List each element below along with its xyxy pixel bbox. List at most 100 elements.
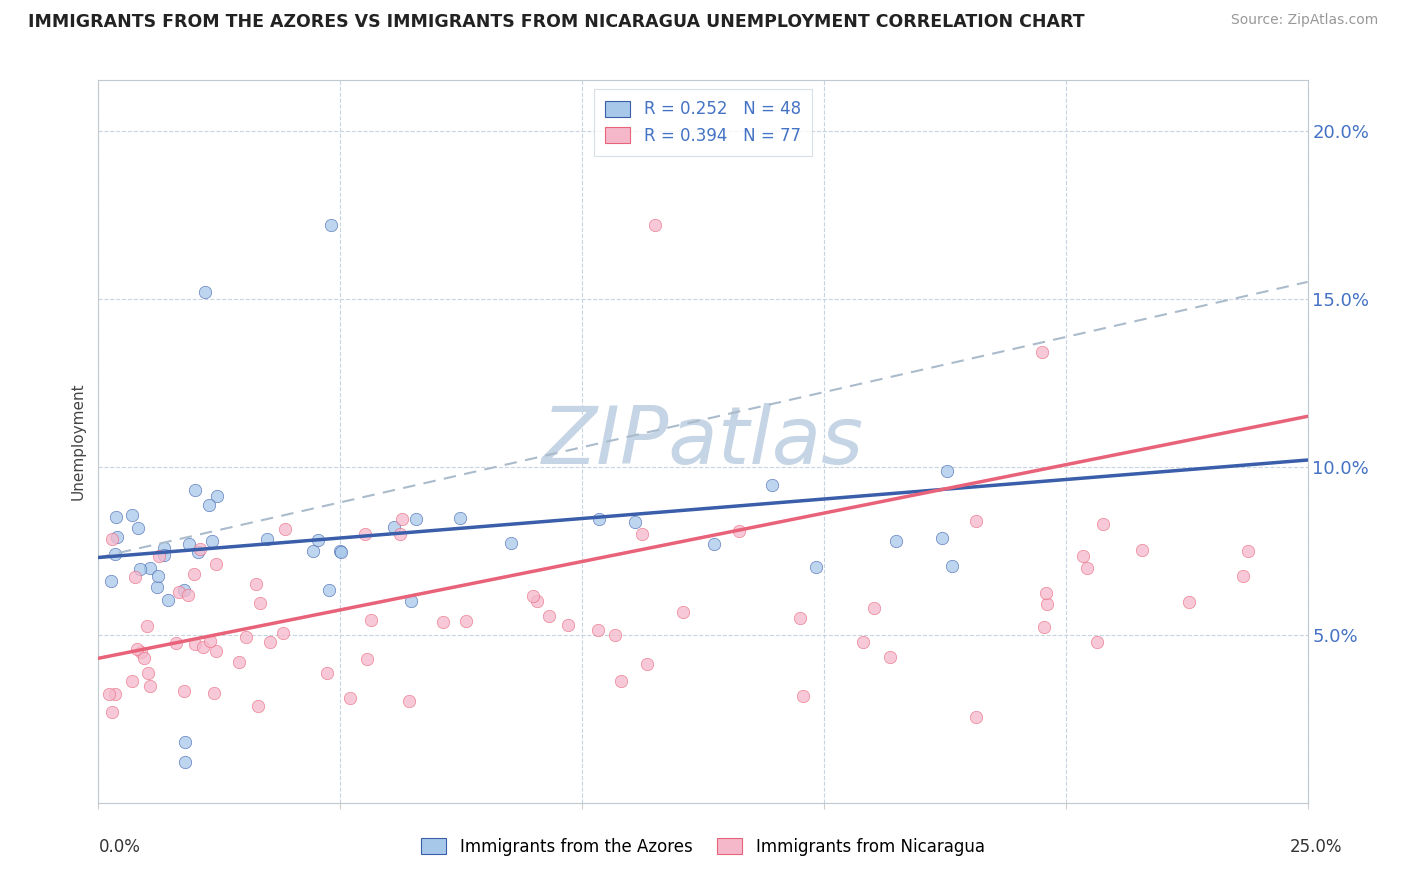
Point bbox=[391, 512, 413, 526]
Point bbox=[354, 527, 377, 541]
Point bbox=[965, 710, 987, 724]
Point bbox=[389, 527, 412, 541]
Point bbox=[188, 541, 211, 556]
Point bbox=[382, 519, 405, 533]
Point bbox=[356, 652, 378, 666]
Point bbox=[173, 583, 195, 598]
Y-axis label: Unemployment: Unemployment bbox=[70, 383, 86, 500]
Point bbox=[852, 635, 875, 649]
Point bbox=[183, 637, 205, 651]
Point bbox=[630, 526, 652, 541]
Point bbox=[449, 510, 471, 524]
Point bbox=[127, 521, 149, 535]
Point bbox=[121, 673, 143, 688]
Point bbox=[205, 489, 228, 503]
Point bbox=[319, 218, 342, 232]
Point bbox=[271, 626, 294, 640]
Point bbox=[936, 464, 959, 478]
Point bbox=[307, 533, 329, 547]
Point bbox=[153, 541, 176, 555]
Point bbox=[789, 611, 811, 625]
Point bbox=[129, 644, 152, 658]
Point bbox=[104, 687, 127, 701]
Point bbox=[605, 628, 627, 642]
Point bbox=[100, 705, 122, 719]
Point bbox=[965, 515, 987, 529]
Point bbox=[405, 512, 427, 526]
Point bbox=[201, 533, 224, 548]
Point bbox=[588, 512, 610, 526]
Point bbox=[360, 613, 382, 627]
Point bbox=[931, 531, 953, 545]
Point bbox=[537, 609, 560, 624]
Point bbox=[761, 477, 783, 491]
Point bbox=[202, 686, 225, 700]
Point bbox=[398, 694, 420, 708]
Point bbox=[610, 674, 633, 689]
Point bbox=[101, 532, 124, 546]
Point bbox=[148, 549, 170, 563]
Point bbox=[329, 544, 352, 558]
Point bbox=[623, 515, 645, 529]
Point bbox=[228, 655, 250, 669]
Point bbox=[792, 689, 814, 703]
Point bbox=[273, 522, 295, 536]
Text: Source: ZipAtlas.com: Source: ZipAtlas.com bbox=[1230, 13, 1378, 28]
Point bbox=[125, 641, 148, 656]
Point bbox=[1177, 594, 1199, 608]
Point bbox=[138, 679, 160, 693]
Point bbox=[316, 666, 339, 681]
Point bbox=[173, 684, 195, 698]
Point bbox=[1033, 620, 1056, 634]
Point bbox=[672, 605, 695, 619]
Point bbox=[1130, 542, 1153, 557]
Point bbox=[129, 562, 152, 576]
Point bbox=[804, 559, 827, 574]
Point bbox=[941, 558, 963, 573]
Point bbox=[121, 508, 143, 522]
Point bbox=[432, 615, 454, 629]
Point bbox=[186, 545, 208, 559]
Point bbox=[146, 580, 169, 594]
Point bbox=[165, 635, 187, 649]
Point bbox=[205, 557, 228, 571]
Point bbox=[259, 635, 281, 649]
Point bbox=[136, 665, 159, 680]
Point bbox=[526, 594, 548, 608]
Point bbox=[198, 499, 221, 513]
Point bbox=[302, 544, 325, 558]
Point bbox=[105, 530, 128, 544]
Point bbox=[152, 548, 174, 562]
Point bbox=[1092, 516, 1115, 531]
Point bbox=[884, 533, 907, 548]
Point bbox=[100, 574, 122, 588]
Point bbox=[586, 623, 609, 637]
Point bbox=[183, 567, 205, 582]
Point bbox=[1085, 635, 1108, 649]
Point bbox=[256, 533, 278, 547]
Point bbox=[728, 524, 751, 538]
Point bbox=[339, 691, 361, 706]
Point bbox=[557, 617, 579, 632]
Point bbox=[246, 698, 269, 713]
Point bbox=[235, 630, 257, 644]
Point bbox=[318, 583, 340, 598]
Point bbox=[454, 614, 477, 628]
Point bbox=[204, 643, 226, 657]
Text: 0.0%: 0.0% bbox=[98, 838, 141, 855]
Point bbox=[98, 687, 121, 701]
Point bbox=[184, 483, 207, 498]
Point bbox=[636, 657, 658, 672]
Point bbox=[156, 593, 179, 607]
Point bbox=[135, 619, 157, 633]
Point bbox=[863, 600, 886, 615]
Point bbox=[399, 594, 422, 608]
Point bbox=[105, 510, 128, 524]
Point bbox=[522, 589, 544, 603]
Point bbox=[1031, 345, 1053, 359]
Point bbox=[169, 584, 191, 599]
Point bbox=[174, 735, 197, 749]
Point bbox=[1035, 585, 1057, 599]
Point bbox=[499, 536, 522, 550]
Point bbox=[198, 634, 221, 648]
